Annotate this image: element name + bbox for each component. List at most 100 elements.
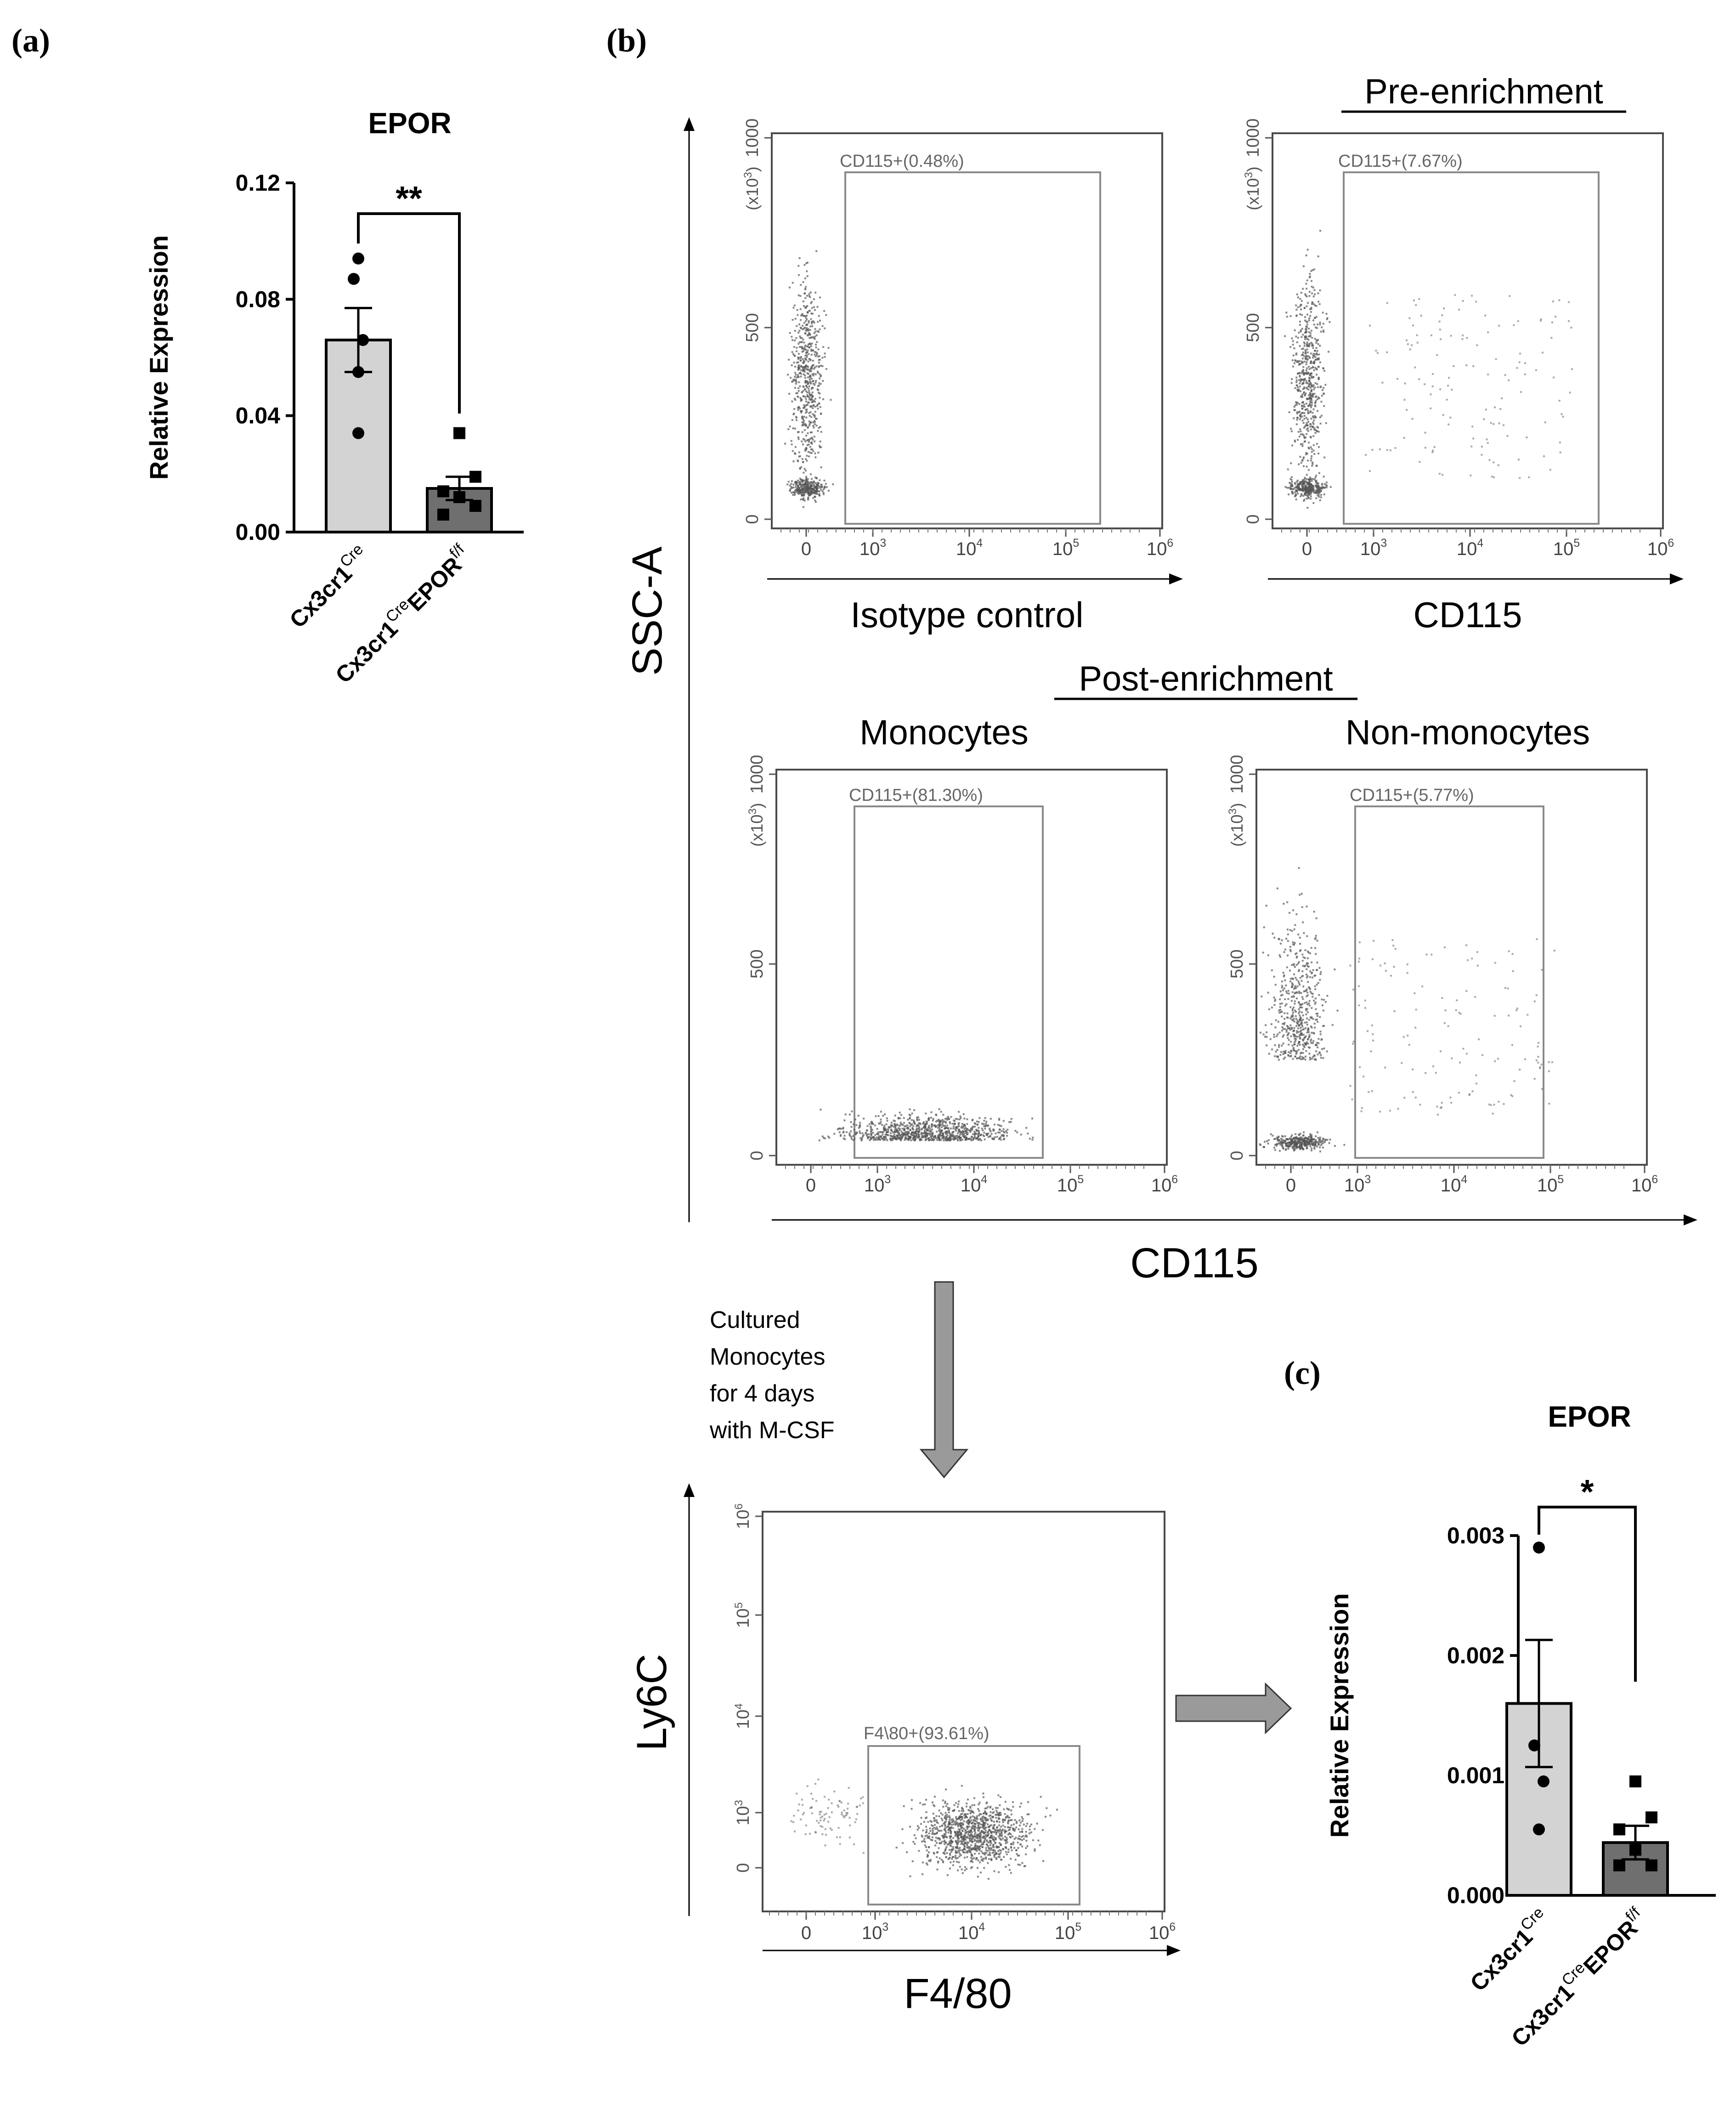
flow-dot	[1310, 397, 1312, 399]
flow-dot	[1263, 926, 1265, 929]
flow-dot	[1294, 1009, 1296, 1012]
flow-dot	[819, 319, 821, 322]
flow-dot	[804, 354, 807, 357]
flow-dot	[800, 365, 802, 367]
flow-dot	[1311, 1057, 1313, 1060]
chart-c-data-point	[1646, 1859, 1657, 1871]
flow-dot	[1302, 956, 1305, 958]
flow-dot	[1319, 1016, 1321, 1018]
flow-dot	[806, 352, 809, 354]
flow-dot	[1311, 448, 1313, 450]
f480-y-tick-label: 103	[733, 1800, 753, 1826]
flow-dot	[1294, 1000, 1296, 1003]
flow-dot	[966, 1118, 968, 1120]
f480-dot	[980, 1841, 982, 1843]
f480-dot	[933, 1804, 935, 1806]
flow-dot	[1285, 312, 1288, 314]
flow-dot	[797, 488, 799, 491]
flow-dot	[1371, 1090, 1373, 1092]
flow-dot	[1323, 483, 1326, 485]
flow-dot	[1303, 437, 1306, 439]
flow-dot	[1031, 1139, 1034, 1141]
flow-dot	[805, 317, 807, 319]
flow-dot	[1293, 988, 1295, 990]
flow-dot	[1310, 342, 1312, 344]
flow-dot	[804, 377, 806, 379]
f480-dot	[978, 1833, 980, 1835]
f480-dot	[985, 1839, 988, 1841]
flow-dot	[1302, 985, 1305, 987]
flow-dot	[977, 1135, 979, 1137]
flow-dot	[1296, 416, 1298, 419]
f480-dot	[1005, 1842, 1007, 1844]
flow-dot	[955, 1117, 957, 1120]
flow-dot	[1310, 401, 1312, 403]
flow-dot	[1297, 1027, 1299, 1030]
flow-dot	[1304, 478, 1306, 480]
flow-dot	[815, 488, 818, 490]
flow-dot	[1533, 1077, 1536, 1080]
f480-dot	[953, 1860, 955, 1863]
flow-dot	[1302, 366, 1305, 368]
flow-dot	[877, 1131, 879, 1134]
flow-dot	[790, 483, 792, 485]
flow-dot	[1418, 298, 1420, 300]
flow-dot	[818, 427, 820, 429]
flow-dot	[1294, 1003, 1296, 1005]
flow-dot	[1271, 969, 1273, 971]
flow-dot	[1307, 328, 1310, 330]
flow-dot	[1436, 1113, 1439, 1116]
flow-dot	[798, 493, 800, 495]
flow-dot	[811, 391, 814, 394]
flow-dot	[797, 374, 799, 376]
flow-dot	[1293, 963, 1295, 965]
flow-dot	[998, 1117, 1001, 1120]
flow-dot	[821, 365, 824, 367]
flow-dot	[1476, 344, 1478, 346]
flow-dots	[818, 1108, 1034, 1141]
flow-dot	[1306, 459, 1309, 462]
flow-dot	[905, 1137, 908, 1140]
f480-dot	[949, 1816, 951, 1819]
flow-dot	[1283, 1023, 1285, 1026]
flow-dot	[1309, 478, 1312, 480]
flow-dot	[1311, 377, 1313, 379]
flow-dot	[1301, 485, 1303, 487]
flow-dot	[1322, 367, 1324, 369]
flow-dot	[905, 1135, 907, 1138]
flow-dot	[1307, 496, 1310, 499]
flow-dot	[803, 494, 805, 497]
flow-dot	[809, 437, 811, 440]
flow-dot	[1302, 334, 1304, 336]
flow-dot	[1307, 483, 1310, 486]
flow-dot	[894, 1123, 896, 1126]
flow-dot	[794, 387, 796, 389]
flow-dot	[1318, 396, 1320, 398]
flow-dot	[1312, 421, 1314, 424]
flow-dot	[939, 1123, 941, 1125]
flow-dot	[1314, 367, 1317, 369]
flow-dot	[822, 492, 825, 494]
flow-dot	[955, 1137, 957, 1140]
f480-dot	[999, 1849, 1001, 1851]
f480-dot	[1017, 1864, 1019, 1866]
flow-dot	[813, 414, 815, 416]
f480-dot	[1010, 1858, 1012, 1860]
f480-dot	[928, 1851, 930, 1854]
flow-dot	[1284, 1050, 1287, 1052]
flow-dot	[1306, 382, 1309, 384]
flow-dot	[809, 381, 812, 384]
flow-dot	[800, 356, 802, 358]
flow-dot	[817, 389, 820, 391]
flow-dot	[1432, 449, 1434, 452]
flow-dot	[1316, 442, 1318, 445]
f480-dot	[945, 1831, 947, 1834]
flow-dot	[1304, 1058, 1306, 1060]
f480-dot	[945, 1816, 948, 1818]
flow-dot	[1306, 1139, 1308, 1141]
f480-dot	[980, 1834, 982, 1836]
flow-dot	[1309, 1058, 1312, 1060]
flow-dot	[805, 324, 807, 326]
flow-dot	[1295, 494, 1297, 497]
flow-dot	[900, 1130, 903, 1133]
